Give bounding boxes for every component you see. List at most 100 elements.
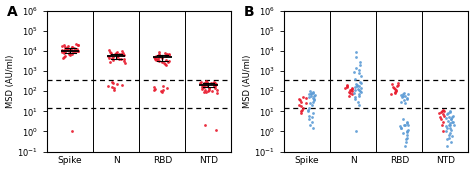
Point (300, 96, 307, 99)
Point (394, 82, 401, 85)
Point (447, 132, 454, 135)
Point (444, 112, 452, 115)
Point (297, 105, 304, 108)
Point (447, 124, 454, 127)
Point (118, 84, 126, 87)
Point (345, 91, 353, 94)
Point (295, 104, 303, 107)
Point (348, 93, 356, 96)
Point (447, 127, 454, 129)
Point (154, 57, 162, 60)
Point (155, 52, 163, 55)
Point (348, 90, 356, 93)
Point (443, 117, 450, 120)
Point (163, 54, 170, 57)
Point (439, 121, 447, 123)
Point (401, 99, 408, 102)
Point (344, 86, 351, 89)
Point (356, 89, 363, 92)
Point (164, 60, 172, 63)
Point (395, 84, 402, 87)
Point (105, 56, 113, 59)
Point (160, 88, 167, 91)
Point (310, 92, 317, 95)
Point (200, 82, 208, 84)
Point (443, 113, 451, 116)
Point (70, 47, 78, 49)
Point (448, 115, 456, 118)
Point (352, 66, 359, 69)
Point (307, 91, 314, 94)
Point (64, 48, 72, 51)
Point (74, 50, 82, 52)
Point (404, 123, 411, 126)
Point (356, 64, 363, 67)
Point (151, 57, 159, 59)
Point (210, 81, 218, 84)
Point (107, 54, 115, 57)
Point (445, 133, 452, 136)
Point (120, 53, 128, 56)
Point (399, 96, 406, 99)
Point (202, 80, 210, 82)
Point (72, 43, 79, 45)
Point (403, 136, 411, 139)
Point (310, 112, 317, 115)
Point (392, 88, 399, 90)
Point (351, 88, 358, 91)
Point (159, 61, 166, 63)
Point (106, 51, 114, 53)
Point (112, 52, 120, 54)
Point (297, 112, 304, 115)
Point (439, 130, 447, 133)
Point (443, 144, 451, 147)
Point (59, 57, 66, 59)
Point (297, 100, 305, 103)
Point (159, 85, 166, 88)
Point (104, 55, 112, 58)
Point (121, 57, 128, 60)
Point (163, 53, 171, 56)
Point (117, 52, 125, 55)
Point (398, 127, 405, 129)
Point (437, 118, 445, 121)
Point (60, 49, 68, 52)
Point (304, 108, 312, 111)
Point (440, 110, 448, 113)
Point (63, 48, 71, 51)
Point (445, 116, 453, 119)
Point (63, 47, 70, 50)
Point (450, 124, 457, 127)
Point (309, 100, 317, 103)
Point (342, 87, 349, 90)
Point (397, 127, 405, 129)
Point (106, 60, 113, 63)
Point (118, 50, 125, 52)
Point (353, 84, 361, 87)
Point (212, 129, 220, 131)
Point (60, 44, 68, 46)
Point (58, 44, 65, 47)
Point (389, 83, 396, 86)
Point (353, 84, 360, 87)
Point (205, 89, 212, 92)
Point (357, 82, 365, 85)
Point (401, 144, 409, 147)
Point (208, 90, 216, 93)
Point (347, 88, 355, 91)
Point (447, 111, 454, 114)
Point (297, 110, 305, 113)
Point (392, 90, 400, 93)
Point (390, 86, 398, 89)
Point (306, 124, 313, 127)
Point (109, 80, 116, 83)
Point (308, 104, 316, 107)
Point (404, 92, 411, 95)
Point (346, 89, 354, 92)
Point (307, 95, 315, 98)
Point (302, 102, 310, 105)
Point (155, 51, 163, 53)
Point (448, 135, 456, 137)
Point (443, 127, 451, 129)
Point (198, 88, 206, 90)
